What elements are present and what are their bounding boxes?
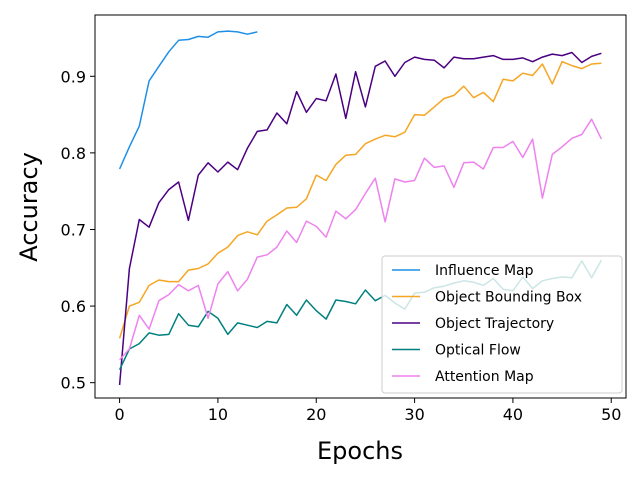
- y-tick-label: 0.5: [61, 374, 86, 393]
- x-axis-ticks: 0 10 20 30 40 50: [114, 398, 621, 424]
- y-axis-ticks: 0.5 0.6 0.7 0.8 0.9: [61, 67, 95, 393]
- series-line-attention-map: [119, 118, 603, 361]
- x-tick-label: 0: [114, 405, 124, 424]
- series-line-influence-map: [118, 30, 258, 170]
- y-tick-label: 0.6: [61, 297, 86, 316]
- x-tick-label: 30: [404, 405, 424, 424]
- x-tick-label: 50: [601, 405, 621, 424]
- legend-label-object-bounding-box: Object Bounding Box: [435, 290, 582, 306]
- legend-box: [381, 255, 623, 394]
- legend-label-optical-flow: Optical Flow: [435, 343, 521, 359]
- x-tick-label: 40: [503, 405, 523, 424]
- y-tick-label: 0.7: [61, 220, 86, 239]
- y-tick-label: 0.9: [61, 67, 86, 86]
- legend-label-influence-map: Influence Map: [435, 263, 534, 279]
- legend-label-attention-map: Attention Map: [435, 369, 534, 385]
- x-tick-label: 10: [208, 405, 228, 424]
- x-axis-label: Epochs: [317, 437, 403, 465]
- y-tick-label: 0.8: [61, 144, 86, 163]
- series-line-object-trajectory: [118, 51, 602, 386]
- plot-frame: [94, 14, 627, 399]
- x-tick-label: 20: [306, 405, 326, 424]
- legend-label-object-trajectory: Object Trajectory: [435, 316, 554, 332]
- series-line-object-bounding-box: [118, 60, 602, 339]
- legend: Influence Map Object Bounding Box Object T…: [381, 255, 623, 394]
- y-axis-label: Accuracy: [15, 152, 43, 262]
